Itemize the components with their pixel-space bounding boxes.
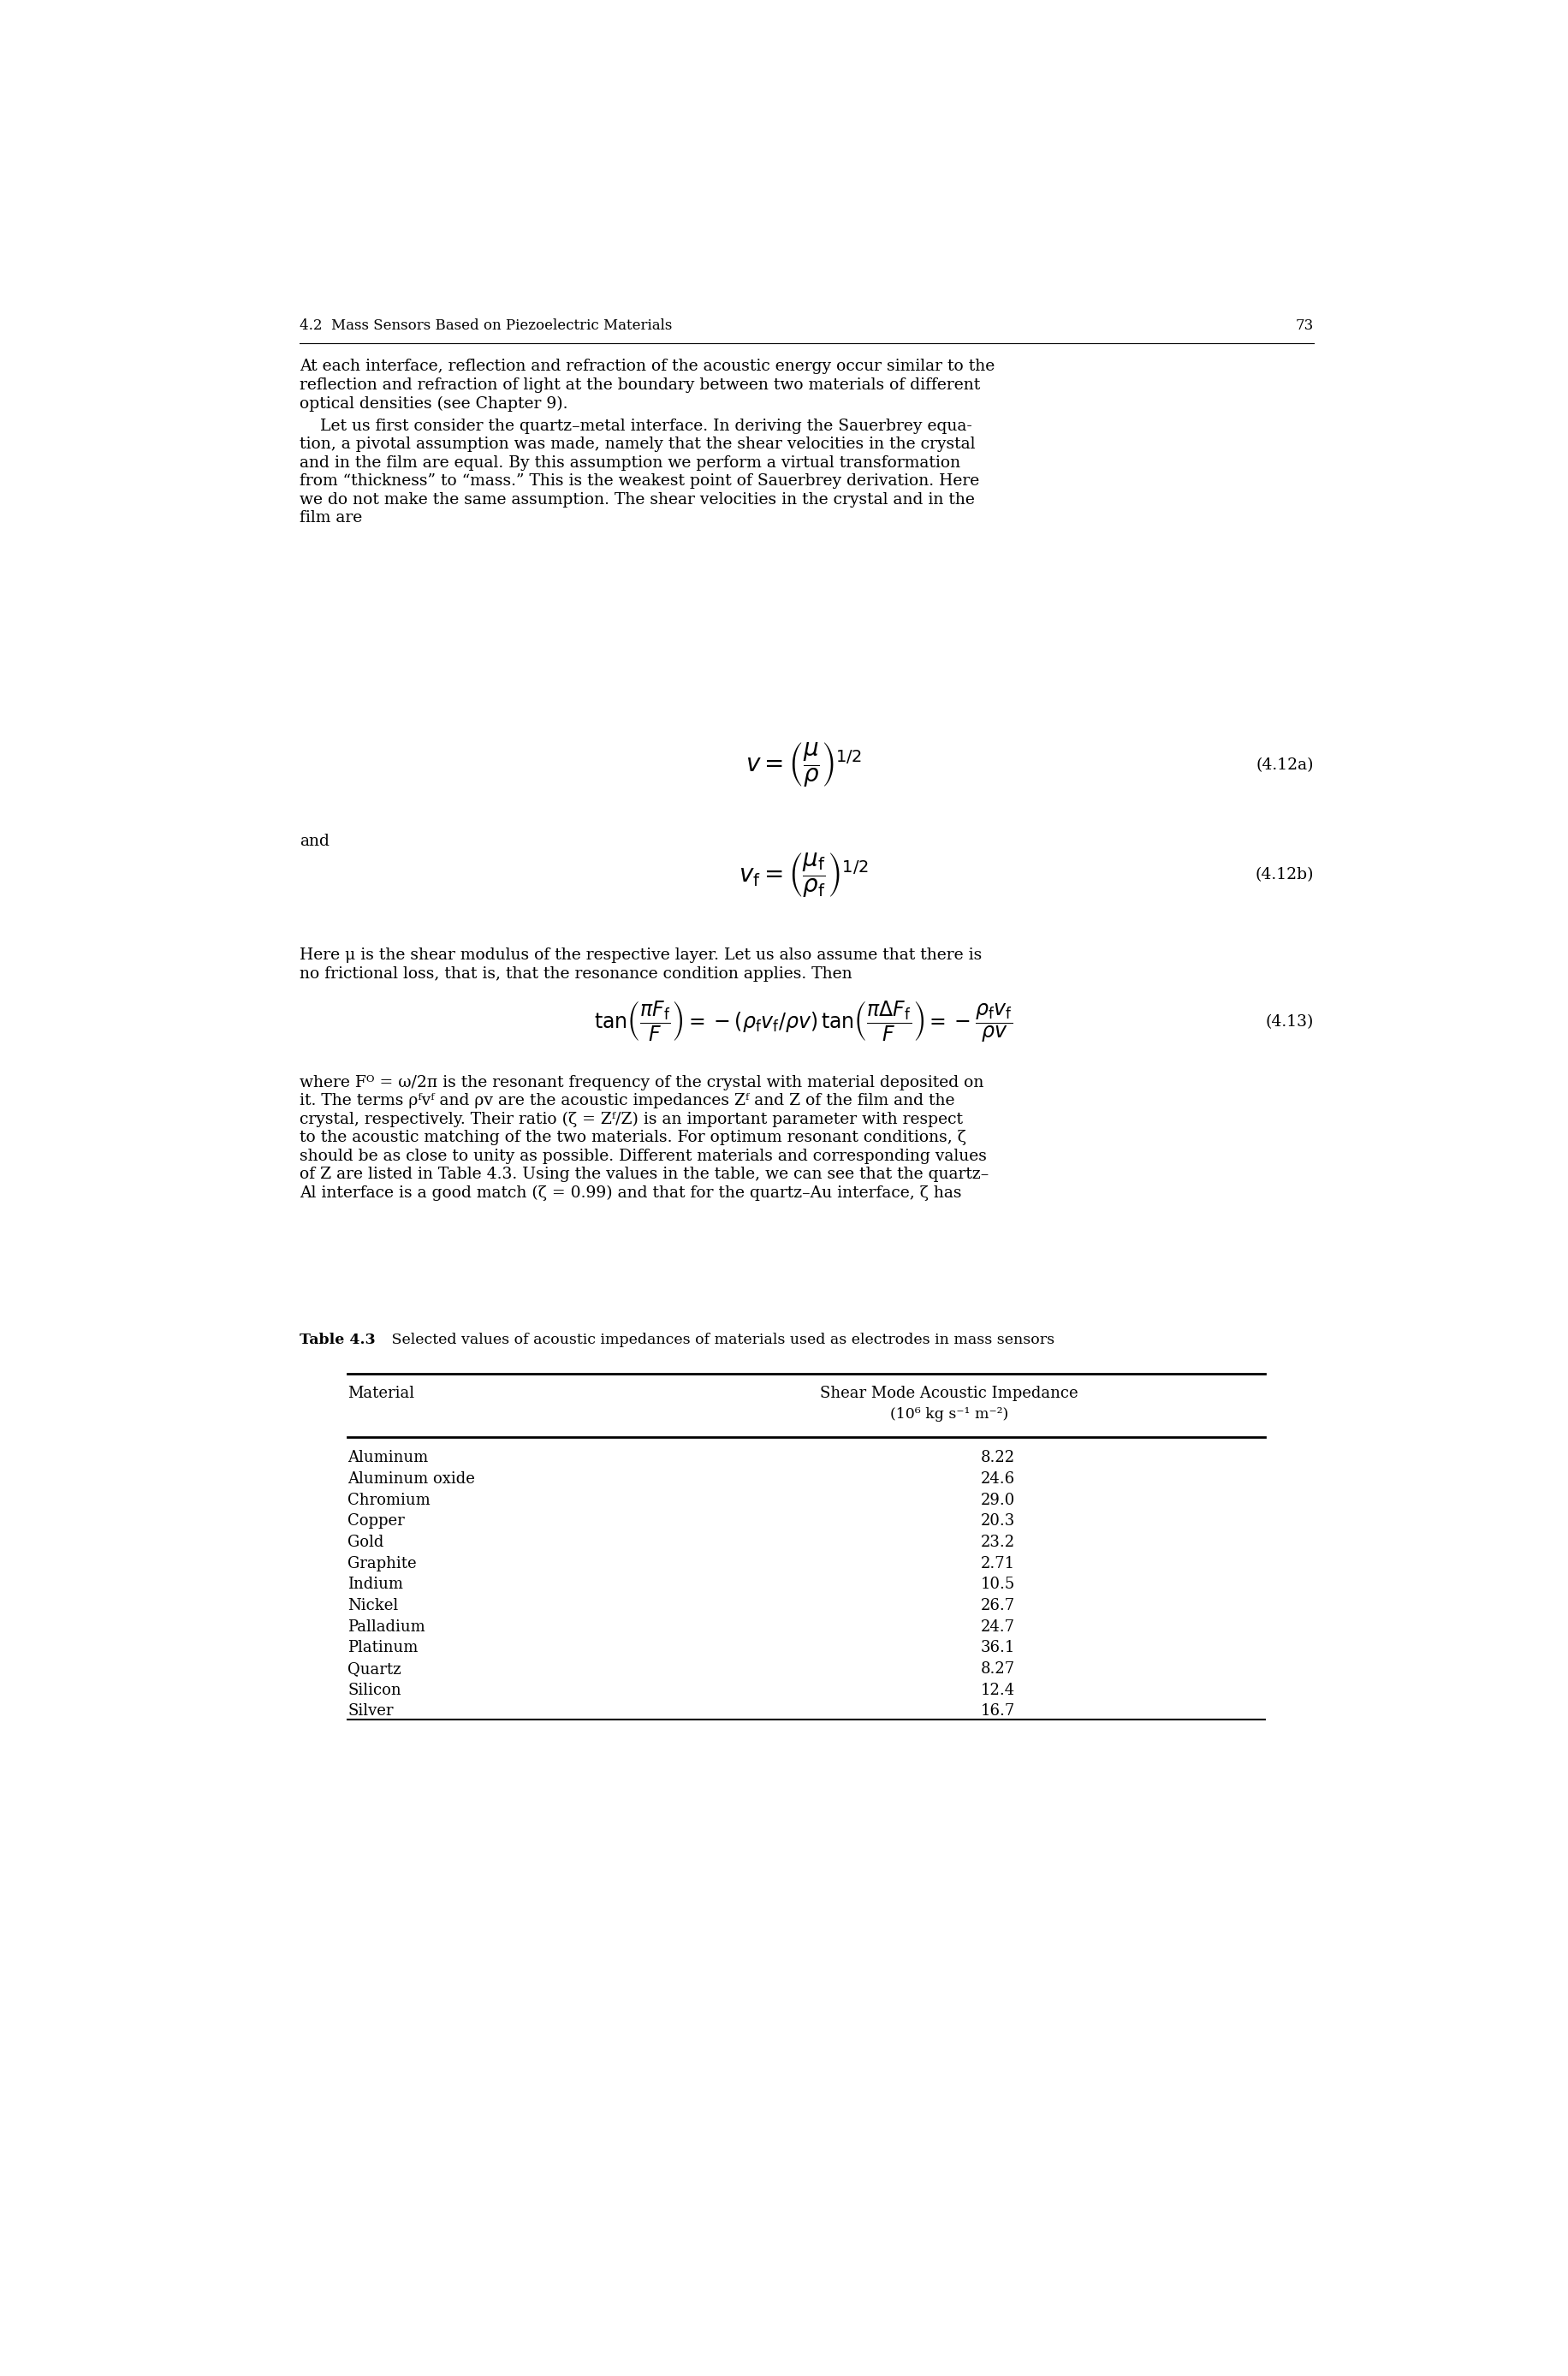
Text: 4.2  Mass Sensors Based on Piezoelectric Materials: 4.2 Mass Sensors Based on Piezoelectric … [299, 318, 673, 333]
Text: (4.12a): (4.12a) [1256, 758, 1314, 772]
Text: we do not make the same assumption. The shear velocities in the crystal and in t: we do not make the same assumption. The … [299, 492, 974, 508]
Text: Nickel: Nickel [348, 1599, 398, 1613]
Text: At each interface, reflection and refraction of the acoustic energy occur simila: At each interface, reflection and refrac… [299, 359, 994, 375]
Text: to the acoustic matching of the two materials. For optimum resonant conditions, : to the acoustic matching of the two mate… [299, 1131, 966, 1145]
Text: (4.12b): (4.12b) [1256, 867, 1314, 881]
Text: Material: Material [348, 1385, 416, 1402]
Text: where Fᴼ = ω/2π is the resonant frequency of the crystal with material deposited: where Fᴼ = ω/2π is the resonant frequenc… [299, 1074, 983, 1091]
Text: Gold: Gold [348, 1535, 384, 1549]
Text: Platinum: Platinum [348, 1639, 419, 1656]
Text: (4.13): (4.13) [1265, 1015, 1314, 1029]
Text: film are: film are [299, 511, 362, 525]
Text: optical densities (see Chapter 9).: optical densities (see Chapter 9). [299, 397, 568, 411]
Text: from “thickness” to “mass.” This is the weakest point of Sauerbrey derivation. H: from “thickness” to “mass.” This is the … [299, 473, 978, 489]
Text: $\tan\!\left(\dfrac{\pi F_{\mathrm{f}}}{F}\right) = -(\rho_{\mathrm{f}} v_{\math: $\tan\!\left(\dfrac{\pi F_{\mathrm{f}}}{… [594, 1000, 1013, 1045]
Text: should be as close to unity as possible. Different materials and corresponding v: should be as close to unity as possible.… [299, 1148, 986, 1164]
Text: Indium: Indium [348, 1578, 403, 1592]
Text: no frictional loss, that is, that the resonance condition applies. Then: no frictional loss, that is, that the re… [299, 967, 851, 981]
Text: Quartz: Quartz [348, 1661, 401, 1677]
Text: Table 4.3: Table 4.3 [299, 1333, 375, 1347]
Text: Silver: Silver [348, 1704, 394, 1718]
Text: $v = \left(\dfrac{\mu}{\rho}\right)^{1/2}$: $v = \left(\dfrac{\mu}{\rho}\right)^{1/2… [745, 741, 862, 789]
Text: Aluminum oxide: Aluminum oxide [348, 1471, 475, 1487]
Text: Palladium: Palladium [348, 1618, 425, 1635]
Text: 36.1: 36.1 [980, 1639, 1016, 1656]
Text: Shear Mode Acoustic Impedance: Shear Mode Acoustic Impedance [820, 1385, 1079, 1402]
Text: 10.5: 10.5 [982, 1578, 1014, 1592]
Text: Chromium: Chromium [348, 1492, 431, 1509]
Text: it. The terms ρᶠvᶠ and ρv are the acoustic impedances Zᶠ and Z of the film and t: it. The terms ρᶠvᶠ and ρv are the acoust… [299, 1093, 955, 1110]
Text: of Z are listed in Table 4.3. Using the values in the table, we can see that the: of Z are listed in Table 4.3. Using the … [299, 1167, 988, 1183]
Text: crystal, respectively. Their ratio (ζ = Zᶠ/Z) is an important parameter with res: crystal, respectively. Their ratio (ζ = … [299, 1112, 963, 1126]
Text: Aluminum: Aluminum [348, 1449, 428, 1466]
Text: (10⁶ kg s⁻¹ m⁻²): (10⁶ kg s⁻¹ m⁻²) [891, 1407, 1008, 1421]
Text: 8.22: 8.22 [982, 1449, 1014, 1466]
Text: 16.7: 16.7 [982, 1704, 1014, 1718]
Text: 73: 73 [1295, 318, 1314, 333]
Text: Let us first consider the quartz–metal interface. In deriving the Sauerbrey equa: Let us first consider the quartz–metal i… [299, 418, 972, 435]
Text: 24.6: 24.6 [982, 1471, 1014, 1487]
Text: 29.0: 29.0 [982, 1492, 1014, 1509]
Text: and in the film are equal. By this assumption we perform a virtual transformatio: and in the film are equal. By this assum… [299, 456, 960, 470]
Text: 26.7: 26.7 [982, 1599, 1014, 1613]
Text: Copper: Copper [348, 1514, 405, 1530]
Text: 20.3: 20.3 [982, 1514, 1014, 1530]
Text: 8.27: 8.27 [982, 1661, 1014, 1677]
Text: Silicon: Silicon [348, 1682, 401, 1699]
Text: Graphite: Graphite [348, 1556, 417, 1571]
Text: Selected values of acoustic impedances of materials used as electrodes in mass s: Selected values of acoustic impedances o… [387, 1333, 1055, 1347]
Text: 12.4: 12.4 [982, 1682, 1014, 1699]
Text: $v_{\mathrm{f}} = \left(\dfrac{\mu_{\mathrm{f}}}{\rho_{\mathrm{f}}}\right)^{1/2}: $v_{\mathrm{f}} = \left(\dfrac{\mu_{\mat… [739, 851, 869, 898]
Text: Here μ is the shear modulus of the respective layer. Let us also assume that the: Here μ is the shear modulus of the respe… [299, 948, 982, 962]
Text: 24.7: 24.7 [982, 1618, 1014, 1635]
Text: 23.2: 23.2 [982, 1535, 1014, 1549]
Text: 2.71: 2.71 [982, 1556, 1014, 1571]
Text: reflection and refraction of light at the boundary between two materials of diff: reflection and refraction of light at th… [299, 378, 980, 392]
Text: and: and [299, 834, 329, 848]
Text: Al interface is a good match (ζ = 0.99) and that for the quartz–Au interface, ζ : Al interface is a good match (ζ = 0.99) … [299, 1186, 961, 1200]
Text: tion, a pivotal assumption was made, namely that the shear velocities in the cry: tion, a pivotal assumption was made, nam… [299, 437, 975, 451]
